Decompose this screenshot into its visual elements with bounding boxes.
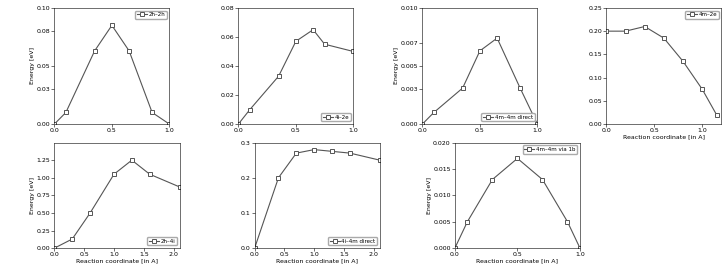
- Y-axis label: Energy [eV]: Energy [eV]: [30, 48, 35, 84]
- Legend: 4m–2e: 4m–2e: [685, 11, 718, 19]
- X-axis label: Reaction coordinate [in A]: Reaction coordinate [in A]: [476, 259, 558, 264]
- Legend: 2h–4i: 2h–4i: [147, 237, 177, 245]
- Legend: 4m–4m via 1b: 4m–4m via 1b: [523, 145, 577, 154]
- Y-axis label: Energy [eV]: Energy [eV]: [30, 177, 35, 214]
- Legend: 4m–4m direct: 4m–4m direct: [481, 113, 534, 121]
- X-axis label: Reaction coordinate [in A]: Reaction coordinate [in A]: [623, 135, 705, 140]
- Legend: 4i–4m direct: 4i–4m direct: [328, 237, 377, 245]
- Y-axis label: Energy [eV]: Energy [eV]: [394, 48, 399, 84]
- X-axis label: Reaction coordinate [in A]: Reaction coordinate [in A]: [276, 259, 358, 264]
- Legend: 4i–2e: 4i–2e: [321, 113, 351, 121]
- X-axis label: Reaction coordinate [in A]: Reaction coordinate [in A]: [76, 259, 158, 264]
- Legend: 2h–2h: 2h–2h: [135, 11, 167, 19]
- Y-axis label: Energy [eV]: Energy [eV]: [427, 177, 431, 214]
